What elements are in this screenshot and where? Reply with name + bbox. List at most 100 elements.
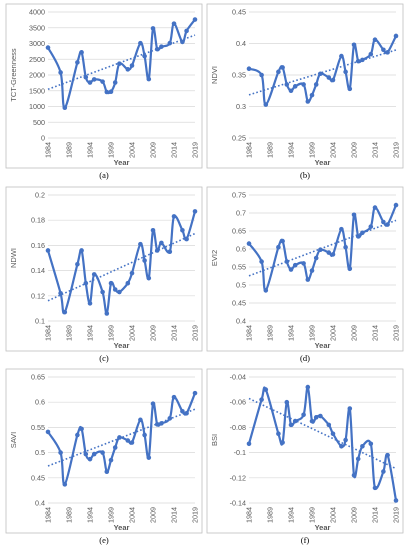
data-point [372,37,378,43]
data-point [381,219,386,225]
data-point [347,406,353,411]
data-point [347,266,353,272]
x-tick-label: 1984 [44,325,53,341]
data-point [171,214,177,219]
y-tick-label: 0.65 [232,227,246,236]
y-tick-label: 3500 [29,23,45,32]
y-tick-label: 0 [41,134,45,143]
x-tick-label: 1999 [107,507,116,523]
data-point [171,394,177,400]
data-point [263,387,269,392]
x-tick-label: 2014 [371,142,380,158]
data-point [263,102,269,107]
data-point [180,39,185,45]
x-tick-label: 2009 [350,142,359,158]
x-axis-title: Year [114,158,130,167]
y-tick-label: 0.4 [35,499,45,508]
y-tick-label: 0.1 [35,317,45,326]
y-tick-label: 3000 [29,39,45,48]
data-point [129,440,135,445]
data-point [142,258,147,263]
data-point [259,259,264,264]
y-tick-label: 0.14 [31,266,45,275]
y-tick-label: 0.45 [232,8,246,17]
data-point [259,72,264,78]
data-point [309,92,315,98]
data-point [150,401,156,407]
data-point [288,88,294,94]
data-point [292,262,298,268]
data-point [150,26,156,31]
x-axis-title: Year [114,523,130,532]
data-point [276,431,281,437]
data-point [87,301,93,306]
chart-panel-4: 0.4 0.45 0.5 0.55 0.6 0.65 0.7 0.75 1984 1989 1994… [206,186,404,352]
data-point [259,397,264,402]
y-axis-title: TCT-Greenness [9,48,18,102]
data-point [393,498,399,503]
data-point [184,28,189,34]
y-tick-label: 0.6 [236,245,246,254]
panel-label: (b) [300,170,310,180]
y-tick-label: 1500 [29,86,45,95]
data-point [45,45,51,50]
y-tick-label: 500 [33,118,45,127]
data-point [146,455,152,460]
data-point [79,248,84,253]
data-point [288,422,294,428]
y-tick-label: 0.5 [236,281,246,290]
y-tick-label: 2500 [29,55,45,64]
y-tick-label: 0.4 [236,317,246,326]
x-tick-label: 1989 [65,142,74,158]
x-tick-label: 1994 [287,325,296,341]
x-tick-label: 2019 [392,507,401,523]
data-point [62,482,68,487]
data-point [360,444,365,449]
x-tick-label: 2019 [191,142,200,158]
data-point [138,40,143,46]
x-tick-label: 1994 [86,507,95,523]
data-point [142,53,147,59]
y-tick-label: 4000 [29,8,45,17]
data-point [91,77,97,82]
y-tick-label: -0.1 [234,448,246,457]
y-tick-label: 0.75 [232,191,246,200]
y-axis-title: BSI [210,434,219,446]
x-axis-title: Year [315,158,331,167]
y-tick-label: 0.65 [31,373,45,382]
x-tick-label: 1984 [44,142,53,158]
data-point [62,105,68,111]
y-tick-label: 0.3 [236,102,246,111]
data-point [45,429,51,435]
y-axis-title: NDVI [210,66,219,84]
data-point [83,74,89,80]
data-point [83,451,89,457]
chart-panel-5: 0.4 0.45 0.5 0.55 0.6 0.65 1984 1989 1994 1999 200… [5,368,203,534]
data-point [192,17,198,22]
y-tick-label: 0.5 [35,448,45,457]
data-point [330,252,336,257]
data-point [167,40,173,46]
data-point [104,89,110,95]
x-tick-label: 1994 [287,142,296,158]
data-point [292,418,298,424]
data-point [112,80,118,85]
data-point [305,99,311,104]
data-point [360,230,365,236]
data-point [368,224,374,229]
data-point [355,234,361,239]
y-tick-label: -0.06 [230,398,246,407]
data-point [58,290,63,296]
x-tick-label: 1999 [308,142,317,158]
data-point [326,422,332,428]
data-point [117,435,122,440]
data-point [83,280,89,286]
data-point [368,51,374,57]
data-point [184,236,189,242]
x-tick-label: 2019 [191,507,200,523]
data-point [91,451,97,457]
data-point [104,311,110,316]
data-point [58,450,63,455]
chart-panel-3: 0.1 0.12 0.14 0.16 0.18 0.2 1984 1989 1994 1999 20… [5,186,203,352]
trendline [248,397,397,470]
